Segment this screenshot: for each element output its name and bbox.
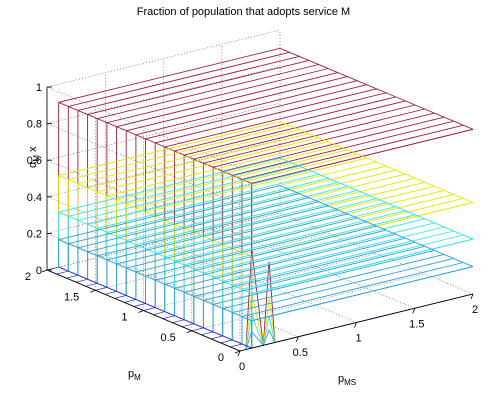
floor-mesh-line — [124, 299, 136, 303]
floor-mesh-line — [114, 295, 127, 299]
surface-line — [241, 197, 464, 345]
floor-mesh-line — [104, 291, 117, 295]
floor-mesh-line — [56, 270, 69, 275]
z-tick-label: 0.4 — [27, 192, 42, 204]
grid-line — [191, 273, 425, 332]
x-tick-label: 1 — [355, 333, 361, 345]
x-tick — [237, 350, 241, 357]
surface-line — [58, 47, 281, 268]
y-tick — [90, 289, 96, 293]
floor-mesh-line — [66, 274, 78, 279]
chart-title: Fraction of population that adopts servi… — [136, 6, 351, 18]
floor-mesh-line — [85, 282, 98, 287]
surface-edge — [279, 121, 474, 203]
surface-edge — [58, 211, 252, 294]
z-tick-label: 0 — [36, 265, 42, 277]
surface-line — [251, 202, 474, 349]
y-axis-label: pM — [128, 368, 141, 382]
surface-line — [212, 185, 435, 332]
x-tick — [412, 308, 416, 314]
floor-mesh-line — [172, 319, 185, 323]
floor-mesh-line — [143, 307, 156, 311]
grid-line — [46, 212, 281, 271]
y-tick — [138, 310, 144, 313]
floor-mesh-line — [153, 311, 165, 315]
surface-edge — [58, 239, 252, 322]
grid-line — [143, 253, 377, 311]
x-tick-label: 0 — [239, 361, 245, 373]
surface-line — [67, 51, 290, 272]
grid-line — [46, 233, 241, 315]
y-tick-label: 1 — [121, 312, 127, 324]
x-tick-label: 0.5 — [293, 347, 308, 359]
y-tick — [41, 269, 48, 273]
floor-mesh-line — [182, 323, 194, 328]
surface-layer — [46, 47, 474, 352]
floor-mesh-line — [201, 331, 214, 336]
floor-mesh-line — [220, 339, 233, 344]
grid-line — [95, 233, 329, 291]
x-tick-label: 2 — [472, 304, 478, 316]
floor-mesh-line — [211, 335, 223, 340]
y-tick-label: 2 — [25, 271, 31, 283]
floor-mesh-line — [46, 266, 59, 271]
surface-edge — [251, 266, 474, 322]
y-tick-label: 0.5 — [161, 332, 176, 344]
grid-line — [221, 227, 415, 309]
surface-edge — [58, 101, 252, 184]
floor-mesh-line — [230, 343, 243, 348]
x-axis-label: pMS — [338, 373, 356, 387]
floor-mesh-line — [162, 315, 175, 319]
grid-line — [46, 196, 241, 279]
floor-mesh-line — [191, 327, 204, 332]
z-axis-label: αMx — [27, 146, 41, 168]
grid-line — [46, 159, 241, 242]
y-tick-label: 0 — [218, 352, 224, 364]
z-tick-label: 1 — [36, 82, 42, 94]
surface-edge — [279, 157, 474, 240]
x-tick — [295, 336, 299, 342]
grid-line — [279, 212, 474, 295]
grid-line — [46, 86, 241, 169]
grid-line — [163, 241, 357, 323]
grid-line — [46, 123, 241, 205]
grid-line — [105, 255, 299, 338]
surface-line — [58, 185, 281, 268]
grid-line — [46, 102, 281, 161]
z-tick-label: 0.2 — [27, 228, 42, 240]
surface-line — [202, 181, 425, 328]
surface-edge — [279, 185, 474, 268]
grid-line — [46, 29, 281, 88]
surface-line — [193, 177, 416, 324]
y-tick — [186, 330, 192, 334]
surface-edge — [279, 47, 474, 130]
x-tick — [354, 322, 357, 328]
surface-line — [183, 173, 406, 320]
surface-edge — [251, 238, 474, 294]
y-tick — [234, 350, 241, 354]
x-tick-label: 1.5 — [409, 318, 424, 330]
z-tick-label: 0.6 — [27, 155, 42, 167]
floor-mesh-line — [95, 287, 107, 291]
floor-mesh-line — [133, 303, 146, 307]
x-tick — [470, 293, 474, 300]
floor-mesh-line — [75, 278, 88, 283]
y-tick-label: 1.5 — [64, 291, 79, 303]
z-tick-label: 0.8 — [27, 119, 42, 131]
surface-edge — [58, 266, 252, 349]
